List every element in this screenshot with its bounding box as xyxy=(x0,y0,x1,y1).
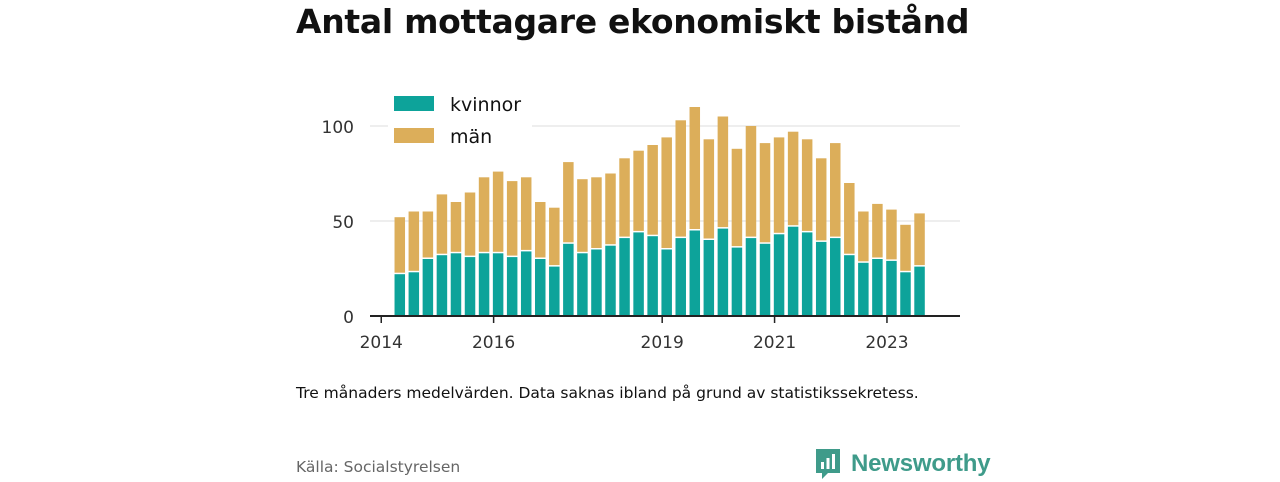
bar-man xyxy=(703,139,715,239)
legend-swatch-man xyxy=(394,128,434,143)
bar-man xyxy=(661,137,672,248)
bar-kvinnor xyxy=(675,238,686,316)
chart: 2014 2016 2019 2021 2023 0 50 100 kvinnor män xyxy=(321,88,960,353)
bar-kvinnor xyxy=(549,266,560,316)
bar-man xyxy=(900,224,911,271)
bar-man xyxy=(633,150,644,231)
bar-man xyxy=(815,158,827,241)
newsworthy-logo: Newsworthy xyxy=(814,446,991,482)
bar-kvinnor xyxy=(436,255,448,316)
bar-man xyxy=(436,194,448,254)
bar-man xyxy=(844,183,855,254)
bar-kvinnor xyxy=(731,247,743,316)
y-ticks: 0 50 100 xyxy=(322,118,354,328)
bar-kvinnor xyxy=(520,251,532,316)
bar-man xyxy=(506,181,518,256)
legend: kvinnor män xyxy=(388,88,532,150)
bar-kvinnor xyxy=(492,253,504,316)
bar-kvinnor xyxy=(787,226,799,316)
bar-kvinnor xyxy=(422,259,434,316)
bar-kvinnor xyxy=(689,230,701,316)
chart-note: Tre månaders medelvärden. Data saknas ib… xyxy=(296,384,919,402)
bar-man xyxy=(675,120,686,237)
bar-man xyxy=(745,126,757,237)
bar-kvinnor xyxy=(535,259,546,316)
bar-kvinnor xyxy=(647,236,658,316)
bar-kvinnor xyxy=(886,260,897,316)
bar-man xyxy=(872,203,883,258)
bar-man xyxy=(858,211,869,262)
bar-kvinnor xyxy=(830,238,841,316)
bar-man xyxy=(914,213,925,266)
source-text: Källa: Socialstyrelsen xyxy=(296,458,461,476)
bar-kvinnor xyxy=(717,228,729,316)
bar-kvinnor xyxy=(408,272,420,316)
bar-kvinnor xyxy=(633,232,644,316)
bar-kvinnor xyxy=(773,234,785,316)
bar-kvinnor xyxy=(563,243,574,316)
bar-kvinnor xyxy=(661,249,672,316)
bar-man xyxy=(563,162,574,243)
bar-kvinnor xyxy=(450,253,462,316)
bar-man xyxy=(717,116,729,228)
bar-kvinnor xyxy=(858,262,869,316)
x-tick-label: 2023 xyxy=(865,333,908,353)
x-tick-label: 2014 xyxy=(360,333,403,353)
bar-kvinnor xyxy=(577,253,588,316)
bar-man xyxy=(773,137,785,233)
bar-kvinnor xyxy=(591,249,602,316)
chart-title: Antal mottagare ekonomiskt bistånd xyxy=(296,2,970,41)
bar-kvinnor xyxy=(619,238,630,316)
bar-chart-speech-bubble-icon xyxy=(816,449,840,479)
bar-man xyxy=(830,143,841,237)
bar-kvinnor xyxy=(478,253,490,316)
x-ticks: 2014 2016 2019 2021 2023 xyxy=(360,316,909,353)
y-tick-label: 0 xyxy=(343,308,354,328)
bar-man xyxy=(886,209,897,260)
bar-man xyxy=(535,202,546,258)
bar-kvinnor xyxy=(872,259,883,316)
bar-kvinnor xyxy=(703,240,715,316)
bar-kvinnor xyxy=(394,274,406,316)
bar-man xyxy=(492,171,504,252)
bar-man xyxy=(394,217,406,273)
x-tick-label: 2019 xyxy=(641,333,684,353)
bar-kvinnor xyxy=(506,257,518,316)
bar-man xyxy=(408,211,420,271)
bar-man xyxy=(787,131,799,226)
brand-name: Newsworthy xyxy=(851,450,991,477)
bar-kvinnor xyxy=(914,266,925,316)
bar-kvinnor xyxy=(844,255,855,316)
bar-man xyxy=(520,177,532,250)
legend-label-man: män xyxy=(450,126,492,148)
bar-man xyxy=(450,202,462,252)
x-tick-label: 2021 xyxy=(753,333,796,353)
bar-man xyxy=(422,211,434,258)
bar-man xyxy=(689,107,701,229)
bar-man xyxy=(605,173,616,245)
bar-man xyxy=(478,177,490,252)
bar-man xyxy=(591,177,602,248)
y-tick-label: 100 xyxy=(322,118,354,138)
bar-kvinnor xyxy=(759,243,771,316)
bar-kvinnor xyxy=(801,232,813,316)
legend-swatch-kvinnor xyxy=(394,96,434,111)
bar-kvinnor xyxy=(464,257,476,316)
bar-kvinnor xyxy=(605,245,616,316)
bar-man xyxy=(619,158,630,237)
bars xyxy=(394,107,925,316)
bar-man xyxy=(759,143,771,243)
bar-kvinnor xyxy=(745,238,757,316)
bar-man xyxy=(464,192,476,256)
bar-man xyxy=(801,139,813,231)
y-tick-label: 50 xyxy=(332,213,354,233)
bar-man xyxy=(577,179,588,252)
bar-man xyxy=(647,145,658,235)
bar-man xyxy=(731,148,743,247)
bar-kvinnor xyxy=(815,241,827,316)
bar-kvinnor xyxy=(900,272,911,316)
legend-label-kvinnor: kvinnor xyxy=(450,94,521,116)
bar-man xyxy=(549,207,560,266)
x-tick-label: 2016 xyxy=(472,333,515,353)
